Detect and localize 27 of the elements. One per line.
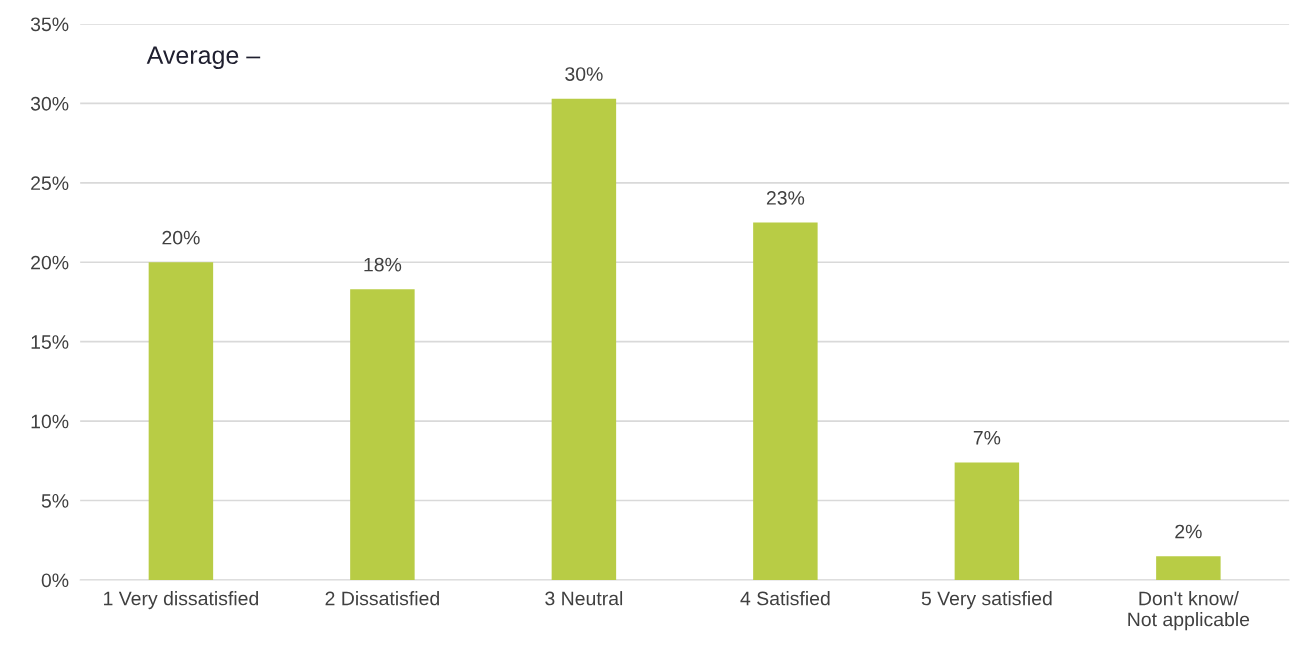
bar bbox=[1156, 556, 1221, 580]
y-tick-label: 25% bbox=[31, 176, 69, 191]
y-tick-label: 5% bbox=[41, 494, 69, 508]
x-tick-label: 2 Dissatisfied bbox=[325, 591, 439, 606]
data-label: 7% bbox=[973, 430, 1001, 445]
x-tick-label: 1 Very dissatisfied bbox=[104, 591, 259, 610]
data-label: 20% bbox=[162, 230, 200, 245]
y-tick-label: 10% bbox=[31, 414, 69, 429]
y-tick-label: 15% bbox=[31, 335, 69, 349]
bar bbox=[551, 98, 617, 580]
bar bbox=[954, 462, 1020, 580]
data-label: 23% bbox=[766, 191, 805, 205]
bar bbox=[753, 222, 818, 580]
bar bbox=[350, 289, 415, 580]
x-tick-label: 4 Satisfied bbox=[740, 591, 830, 606]
x-tick-label: 5 Very satisfied bbox=[921, 591, 1052, 610]
x-tick-label: 3 Neutral bbox=[545, 591, 623, 606]
y-tick-label: 20% bbox=[31, 255, 69, 270]
y-tick-label: 30% bbox=[30, 96, 69, 111]
data-label: 30% bbox=[565, 67, 603, 81]
y-tick-label: 0% bbox=[41, 573, 69, 588]
data-label: 2% bbox=[1175, 524, 1202, 539]
data-label: 18% bbox=[364, 257, 402, 272]
bar bbox=[148, 262, 214, 580]
y-tick-label: 35% bbox=[30, 17, 69, 32]
x-tick-label: Don't know/ Not applicable bbox=[1128, 591, 1250, 631]
annotation: Average – bbox=[146, 46, 261, 69]
